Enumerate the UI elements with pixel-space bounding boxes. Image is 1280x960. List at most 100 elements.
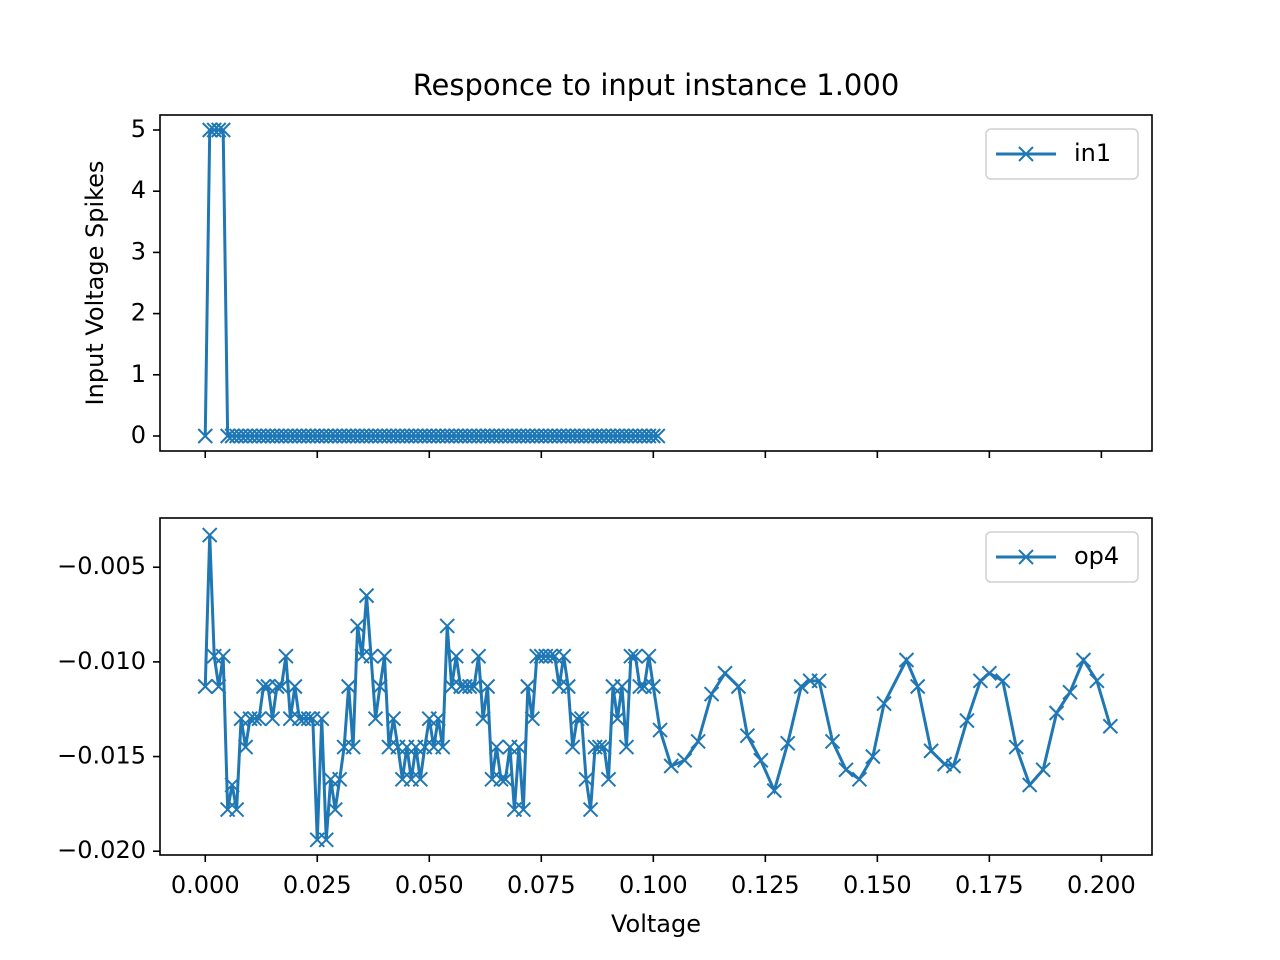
marker bbox=[358, 587, 375, 604]
legend-marker bbox=[1018, 549, 1034, 565]
marker bbox=[793, 678, 809, 695]
marker bbox=[780, 735, 796, 752]
marker bbox=[614, 678, 630, 695]
marker bbox=[936, 756, 953, 772]
marker bbox=[475, 710, 491, 727]
marker bbox=[1008, 739, 1024, 755]
marker bbox=[264, 710, 281, 727]
x-tick-label: 0.000 bbox=[171, 871, 240, 899]
marker bbox=[237, 739, 254, 755]
marker bbox=[340, 678, 357, 695]
marker bbox=[448, 648, 464, 664]
marker bbox=[1089, 673, 1105, 689]
y-tick-label: 1 bbox=[131, 360, 146, 388]
x-tick-label: 0.100 bbox=[619, 871, 688, 899]
x-tick-label: 0.050 bbox=[395, 871, 464, 899]
marker bbox=[1102, 718, 1119, 734]
y-axis-label: Input Voltage Spikes bbox=[81, 161, 109, 406]
marker bbox=[412, 771, 429, 787]
marker bbox=[766, 782, 782, 799]
marker bbox=[618, 739, 635, 755]
marker bbox=[273, 678, 290, 695]
marker bbox=[376, 648, 393, 664]
marker bbox=[1075, 652, 1092, 668]
marker bbox=[690, 733, 706, 750]
marker bbox=[730, 678, 747, 695]
marker bbox=[520, 678, 536, 695]
marker bbox=[564, 739, 581, 755]
marker bbox=[197, 428, 213, 444]
marker bbox=[430, 710, 446, 727]
marker bbox=[717, 665, 733, 681]
marker bbox=[1062, 684, 1078, 700]
marker bbox=[278, 648, 294, 664]
marker bbox=[569, 710, 585, 727]
marker bbox=[470, 648, 487, 664]
marker bbox=[349, 618, 366, 634]
marker bbox=[824, 733, 841, 750]
x-tick-label: 0.175 bbox=[955, 871, 1024, 899]
marker bbox=[224, 777, 240, 793]
marker bbox=[488, 739, 505, 755]
x-tick-label: 0.075 bbox=[507, 871, 576, 899]
marker bbox=[650, 428, 666, 444]
marker bbox=[865, 748, 881, 765]
marker bbox=[641, 648, 657, 664]
marker bbox=[210, 678, 227, 695]
marker bbox=[851, 771, 868, 787]
marker bbox=[493, 771, 509, 787]
marker bbox=[327, 801, 343, 818]
marker bbox=[663, 758, 679, 774]
legend-label: op4 bbox=[1074, 542, 1119, 570]
marker bbox=[497, 771, 514, 787]
marker bbox=[215, 122, 231, 138]
y-tick-label: 5 bbox=[131, 115, 146, 143]
marker bbox=[1048, 705, 1065, 721]
marker bbox=[318, 832, 334, 848]
marker bbox=[560, 678, 576, 695]
marker bbox=[251, 710, 267, 727]
marker bbox=[676, 752, 693, 769]
marker bbox=[511, 739, 527, 755]
x-tick-label: 0.200 bbox=[1067, 871, 1136, 899]
y-tick-label: −0.015 bbox=[57, 742, 146, 770]
marker bbox=[1021, 777, 1038, 793]
x-tick-label: 0.150 bbox=[843, 871, 912, 899]
x-tick-label: 0.125 bbox=[731, 871, 800, 899]
chart-title: Responce to input instance 1.000 bbox=[413, 68, 900, 102]
marker bbox=[632, 678, 648, 695]
marker bbox=[524, 710, 541, 727]
axes-frame bbox=[159, 114, 1153, 452]
marker bbox=[385, 710, 402, 727]
y-tick-label: −0.005 bbox=[57, 552, 146, 580]
marker bbox=[555, 648, 572, 664]
marker bbox=[898, 652, 915, 668]
marker bbox=[753, 752, 769, 769]
legend-box bbox=[985, 128, 1139, 180]
axes-frame bbox=[159, 517, 1153, 856]
marker bbox=[981, 665, 998, 681]
y-tick-label: 4 bbox=[131, 176, 146, 204]
y-tick-label: 0 bbox=[131, 421, 146, 449]
marker bbox=[876, 695, 892, 712]
marker bbox=[703, 686, 720, 702]
marker bbox=[623, 648, 639, 664]
marker bbox=[461, 678, 478, 695]
marker bbox=[811, 673, 827, 689]
marker bbox=[923, 743, 939, 759]
marker bbox=[515, 801, 532, 818]
marker bbox=[228, 801, 245, 818]
marker bbox=[596, 739, 612, 755]
y-tick-label: 3 bbox=[131, 237, 146, 265]
marker bbox=[202, 527, 218, 543]
marker bbox=[215, 648, 231, 664]
x-tick-label: 0.025 bbox=[283, 871, 352, 899]
marker bbox=[609, 710, 626, 727]
y-tick-label: −0.010 bbox=[57, 647, 146, 675]
marker bbox=[287, 678, 303, 695]
marker bbox=[582, 801, 599, 818]
marker bbox=[314, 710, 330, 727]
marker bbox=[331, 771, 348, 787]
marker bbox=[995, 673, 1011, 689]
y-tick-label: −0.020 bbox=[57, 836, 146, 864]
